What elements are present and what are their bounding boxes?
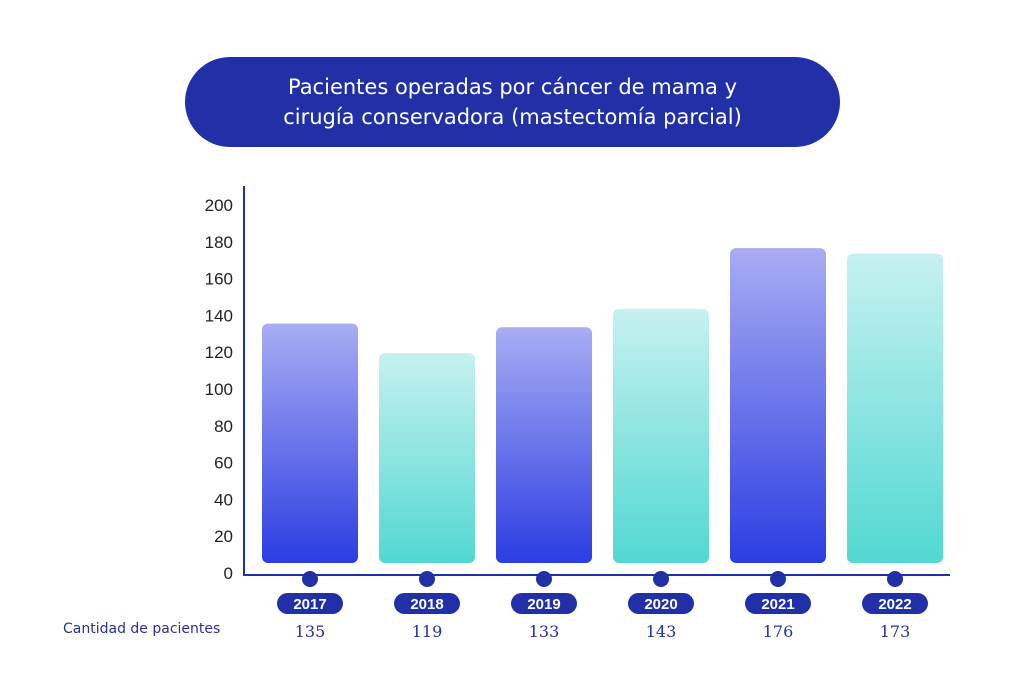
x-tick-label: 2018	[410, 596, 443, 613]
bar	[847, 253, 943, 563]
x-axis-marker	[653, 571, 669, 587]
data-label: 119	[412, 622, 443, 641]
value-row-label: Cantidad de pacientes	[63, 621, 221, 637]
year-pill	[394, 593, 460, 614]
x-axis-marker	[887, 571, 903, 587]
y-tick-label: 100	[205, 380, 233, 399]
bars	[262, 248, 943, 563]
x-axis-marker	[536, 571, 552, 587]
x-axis-labels: 2017 135 2018 119 2019 133 2020 143 2021 176 2022 1…	[277, 571, 928, 641]
y-tick-label: 0	[224, 564, 233, 583]
y-tick-label: 120	[205, 343, 233, 362]
data-label: 173	[880, 622, 911, 641]
bar	[262, 323, 358, 563]
data-label: 133	[529, 622, 560, 641]
y-tick-label: 60	[214, 454, 233, 473]
x-tick-label: 2017	[293, 596, 326, 613]
y-tick-label: 160	[205, 270, 233, 289]
x-tick-label: 2021	[761, 596, 794, 613]
bar	[496, 327, 592, 563]
data-label: 135	[295, 622, 326, 641]
y-tick-label: 20	[214, 527, 233, 546]
y-tick-label: 40	[214, 490, 233, 509]
chart-title-line-2: cirugía conservadora (mastectomía parcia…	[283, 105, 742, 129]
bar	[730, 248, 826, 563]
x-axis-marker	[419, 571, 435, 587]
year-pill	[277, 593, 343, 614]
year-pill	[628, 593, 694, 614]
y-tick-label: 180	[205, 233, 233, 252]
data-label: 143	[646, 622, 677, 641]
x-axis-marker	[770, 571, 786, 587]
bar	[379, 353, 475, 563]
x-tick-label: 2022	[878, 596, 911, 613]
chart-title-line-1: Pacientes operadas por cáncer de mama y	[287, 75, 738, 99]
y-tick-label: 140	[205, 306, 233, 325]
y-tick-label: 80	[214, 417, 233, 436]
year-pill	[745, 593, 811, 614]
data-label: 176	[763, 622, 794, 641]
bar	[613, 308, 709, 563]
y-tick-label: 200	[205, 196, 233, 215]
x-tick-label: 2019	[527, 596, 560, 613]
year-pill	[862, 593, 928, 614]
x-tick-label: 2020	[644, 596, 677, 613]
x-axis-marker	[302, 571, 318, 587]
y-axis-ticks: 0 20 40 60 80 100 120 140 160 180 200	[205, 196, 233, 583]
chart-title: Pacientes operadas por cáncer de mama y …	[185, 57, 840, 147]
year-pill	[511, 593, 577, 614]
